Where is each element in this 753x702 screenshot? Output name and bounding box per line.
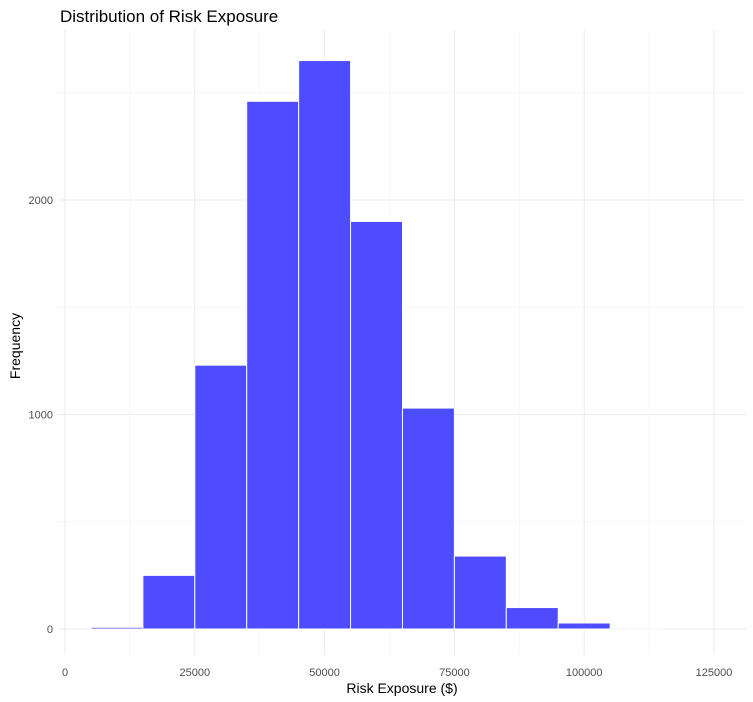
y-axis-title: Frequency [7,313,23,379]
histogram-bar-8 [505,607,559,630]
x-tick-label: 0 [62,667,68,679]
histogram-bar-5 [350,220,403,630]
histogram-bar-10 [609,627,663,630]
histogram-bar-3 [246,100,300,630]
histogram-bar-0 [90,626,144,630]
x-tick-label: 100000 [566,667,603,679]
x-axis-title: Risk Exposure ($) [346,680,457,696]
bars-layer [90,60,663,630]
histogram-bar-7 [453,555,507,630]
histogram-bar-6 [401,407,455,630]
x-tick-label: 125000 [696,667,733,679]
x-tick-labels: 0 25000 50000 75000 100000 125000 [62,667,732,679]
histogram-bar-9 [557,622,611,630]
chart-title: Distribution of Risk Exposure [60,7,278,26]
y-tick-label: 0 [47,624,53,636]
y-tick-label: 1000 [29,410,53,422]
histogram-bar-1 [142,574,196,630]
histogram-bar-2 [194,364,248,630]
x-tick-label: 75000 [439,667,470,679]
y-tick-label: 2000 [29,195,53,207]
x-tick-label: 50000 [309,667,340,679]
y-tick-labels: 0 1000 2000 [29,195,53,636]
x-tick-label: 25000 [180,667,211,679]
histogram-bar-4 [298,60,352,630]
